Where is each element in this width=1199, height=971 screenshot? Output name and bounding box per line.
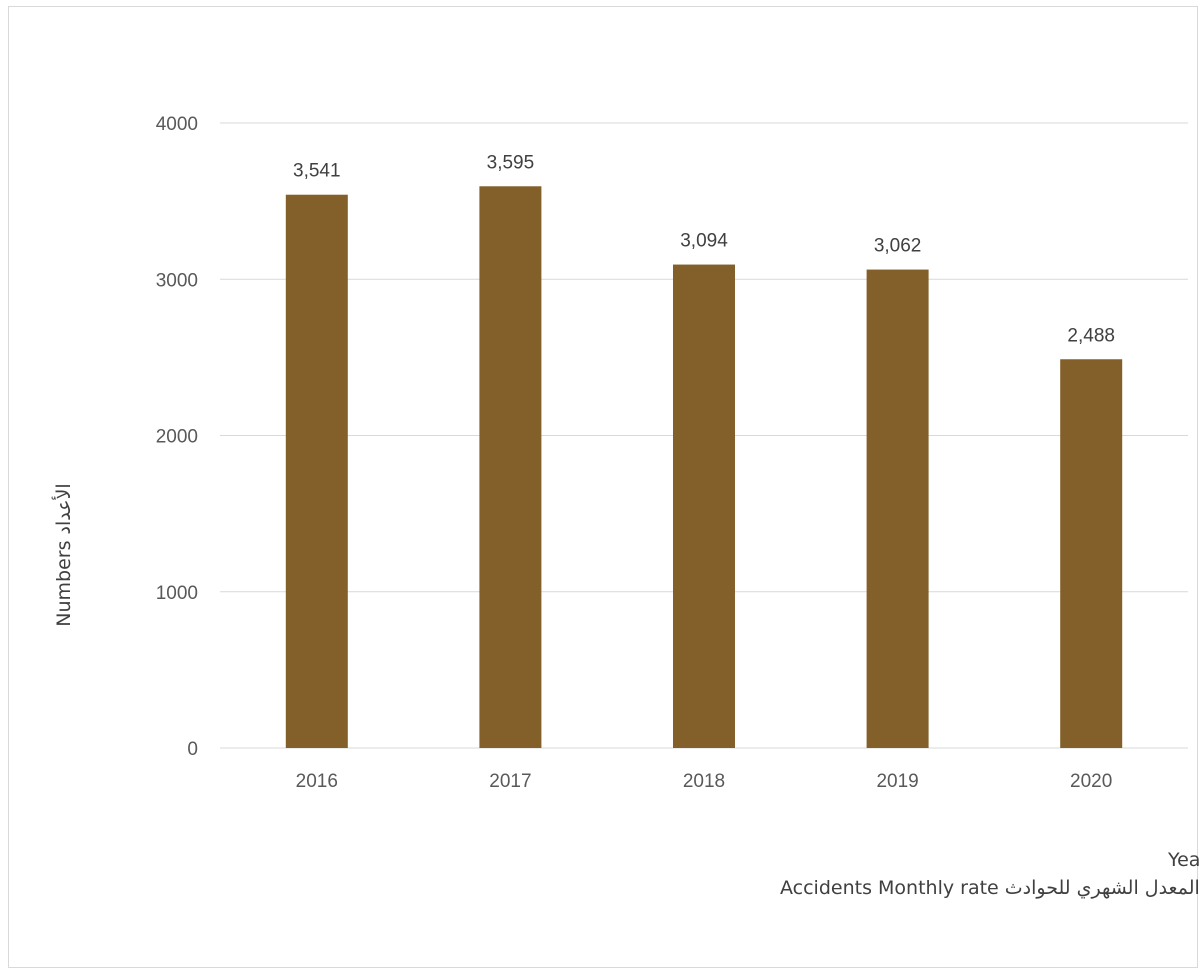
data-labels: 3,541 3,595 3,094 3,062 2,488: [293, 152, 1115, 346]
x-axis-ticks: 2016 2017 2018 2019 2020: [296, 771, 1113, 792]
data-label-2020: 2,488: [1067, 325, 1115, 346]
data-label-2017: 3,595: [487, 152, 535, 173]
series-legend-label: المعدل الشهري للحوادث Accidents Monthly …: [780, 877, 1199, 899]
y-tick-label: 3000: [156, 270, 198, 291]
y-axis-title: الأعداد Numbers: [52, 483, 75, 626]
data-label-2016: 3,541: [293, 161, 341, 182]
y-tick-label: 2000: [156, 427, 198, 448]
bar-2017: [479, 186, 542, 748]
bar-2020: [1060, 359, 1123, 748]
bar-2018: [673, 264, 735, 748]
x-tick-label-2018: 2018: [683, 771, 725, 792]
data-label-2018: 3,094: [680, 231, 728, 252]
y-tick-label: 4000: [156, 114, 198, 135]
x-tick-label-2020: 2020: [1070, 771, 1112, 792]
x-tick-label-2019: 2019: [876, 771, 918, 792]
bar-2016: [285, 194, 348, 748]
bar-2019: [866, 269, 929, 748]
y-tick-label: 0: [187, 739, 198, 760]
x-tick-label-2017: 2017: [489, 771, 531, 792]
chart-frame: [8, 6, 1198, 968]
x-tick-label-2016: 2016: [296, 771, 338, 792]
bars: [285, 186, 1123, 748]
y-axis-ticks: 0 1000 2000 3000 4000: [156, 114, 198, 760]
x-axis-title: الأعوام Years: [1167, 848, 1199, 871]
data-label-2019: 3,062: [874, 236, 922, 257]
y-tick-label: 1000: [156, 583, 198, 604]
